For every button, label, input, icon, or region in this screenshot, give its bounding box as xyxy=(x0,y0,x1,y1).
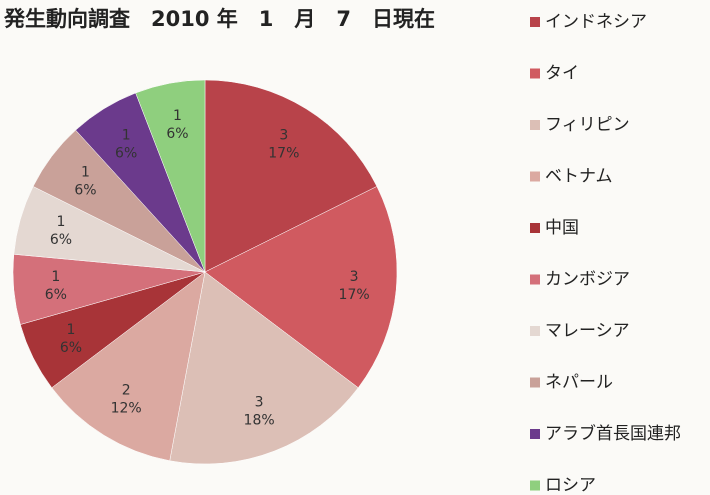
legend-label: タイ xyxy=(545,64,579,84)
legend-swatch xyxy=(530,120,540,130)
slice-percent-label: 6% xyxy=(45,287,67,303)
slice-percent-label: 12% xyxy=(111,400,142,416)
chart-title: 発生動向調査 2010 年 1 月 7 日現在 xyxy=(3,7,435,31)
pie-slice xyxy=(204,186,398,389)
slice-percent-label: 6% xyxy=(60,340,82,356)
legend-swatch xyxy=(530,68,540,79)
pie-slice xyxy=(204,79,378,273)
legend-label: 中国 xyxy=(545,218,579,238)
slice-value-label: 2 xyxy=(122,382,131,398)
slice-percent-label: 17% xyxy=(339,287,370,303)
slice-value-label: 1 xyxy=(122,128,131,144)
slice-value-label: 1 xyxy=(66,322,75,338)
legend-swatch xyxy=(530,223,540,233)
slice-value-label: 3 xyxy=(350,269,359,285)
pie-slice xyxy=(51,271,206,462)
legend-label: フィリピン xyxy=(545,115,630,135)
slice-value-label: 1 xyxy=(51,269,60,285)
slice-value-label: 1 xyxy=(173,108,182,124)
legend-label: アラブ首長国連邦 xyxy=(545,423,681,444)
legend-swatch xyxy=(530,480,540,491)
slice-percent-label: 6% xyxy=(115,146,137,162)
slice-percent-label: 18% xyxy=(244,413,275,429)
legend-swatch xyxy=(530,171,540,182)
legend-swatch xyxy=(530,377,540,388)
slice-value-label: 1 xyxy=(56,214,65,230)
legend-label: ベトナム xyxy=(545,167,613,187)
legend-swatch xyxy=(530,17,540,27)
slice-percent-label: 6% xyxy=(166,126,188,142)
slice-value-label: 3 xyxy=(255,395,264,411)
legend-label: インドネシア xyxy=(545,12,647,32)
legend-label: ネパール xyxy=(545,373,613,393)
pie-slice xyxy=(135,79,206,273)
slice-percent-label: 17% xyxy=(268,146,299,162)
legend-swatch xyxy=(530,274,540,285)
legend-label: ロシア xyxy=(545,476,596,495)
legend-label: カンボジア xyxy=(545,270,630,290)
slice-value-label: 1 xyxy=(81,165,90,181)
legend-swatch xyxy=(530,429,540,439)
pie-slice xyxy=(169,271,359,465)
slice-value-label: 3 xyxy=(279,128,288,144)
legend-label: マレーシア xyxy=(545,321,630,341)
slice-percent-label: 6% xyxy=(74,183,96,199)
legend-swatch xyxy=(530,326,540,336)
slice-percent-label: 6% xyxy=(50,232,72,248)
